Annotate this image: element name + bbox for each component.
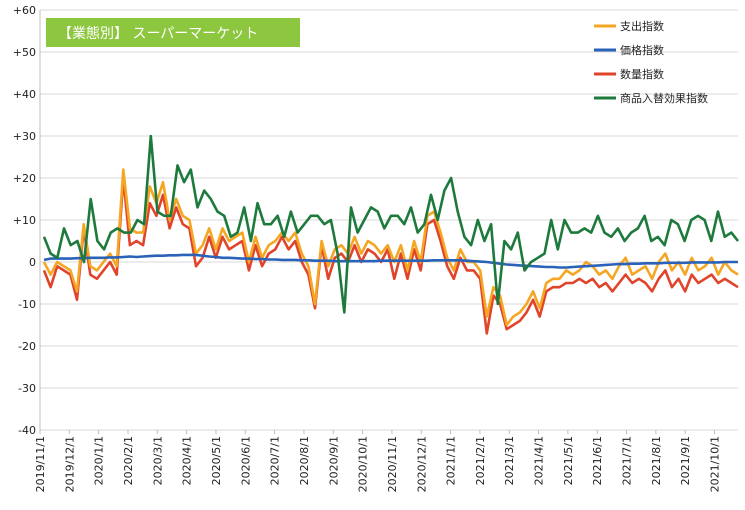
x-tick-label: 2021/2/1: [474, 436, 487, 485]
x-tick-label: 2020/3/1: [151, 436, 164, 485]
series-line-1: [43, 253, 738, 269]
y-tick-label: +10: [13, 214, 36, 227]
series-lines: [42, 134, 740, 335]
legend-label: 商品入替効果指数: [620, 91, 708, 105]
y-tick-label: -30: [18, 382, 36, 395]
x-tick-label: 2021/5/1: [562, 436, 575, 485]
x-tick-label: 2021/10/1: [709, 436, 722, 492]
x-tick-label: 2021/1/1: [445, 436, 458, 485]
x-tick-label: 2020/10/1: [357, 436, 370, 492]
y-tick-label: +30: [13, 130, 36, 143]
x-tick-label: 2020/7/1: [269, 436, 282, 485]
title-badge: 【業態別】 スーパーマーケット: [46, 18, 300, 47]
x-tick-label: 2020/11/1: [386, 436, 399, 492]
x-tick-label: 2021/4/1: [533, 436, 546, 485]
y-tick-label: 0: [29, 256, 36, 269]
x-tick-label: 2020/8/1: [298, 436, 311, 485]
y-tick-label: +50: [13, 46, 36, 59]
x-tick-label: 2020/4/1: [181, 436, 194, 485]
series-line-2: [42, 176, 739, 335]
y-tick-label: -40: [18, 424, 36, 437]
chart-title: 【業態別】 スーパーマーケット: [58, 26, 258, 42]
x-tick-label: 2021/8/1: [650, 436, 663, 485]
y-axis-ticks: +60 +50 +40 +30 +20 +10 0 -10 -20 -30 -40: [13, 4, 36, 437]
y-tick-label: -20: [18, 340, 36, 353]
x-tick-label: 2020/9/1: [327, 436, 340, 485]
x-tick-label: 2021/9/1: [679, 436, 692, 485]
y-tick-label: +60: [13, 4, 36, 17]
legend-label: 価格指数: [620, 43, 664, 57]
legend-label: 数量指数: [620, 67, 664, 81]
x-tick-label: 2020/5/1: [210, 436, 223, 485]
title-badge-background: [46, 18, 300, 47]
x-tick-label: 2019/12/1: [63, 436, 76, 492]
x-tick-label: 2021/3/1: [503, 436, 516, 485]
series-line-0: [42, 168, 739, 327]
x-tick-label: 2020/6/1: [239, 436, 252, 485]
x-tick-label: 2020/12/1: [415, 436, 428, 492]
y-tick-label: +20: [13, 172, 36, 185]
legend-label: 支出指数: [620, 19, 664, 33]
x-tick-label: 2021/7/1: [621, 436, 634, 485]
series-line-3: [42, 134, 740, 314]
x-tick-label: 2020/1/1: [93, 436, 106, 485]
x-tick-label: 2019/11/1: [34, 436, 47, 492]
x-axis-ticks: 2019/11/1 2019/12/1 2020/1/1 2020/2/1 2020/3…: [34, 430, 722, 492]
y-tick-label: -10: [18, 298, 36, 311]
x-tick-label: 2020/2/1: [122, 436, 135, 485]
x-tick-label: 2021/6/1: [591, 436, 604, 485]
y-tick-label: +40: [13, 88, 36, 101]
